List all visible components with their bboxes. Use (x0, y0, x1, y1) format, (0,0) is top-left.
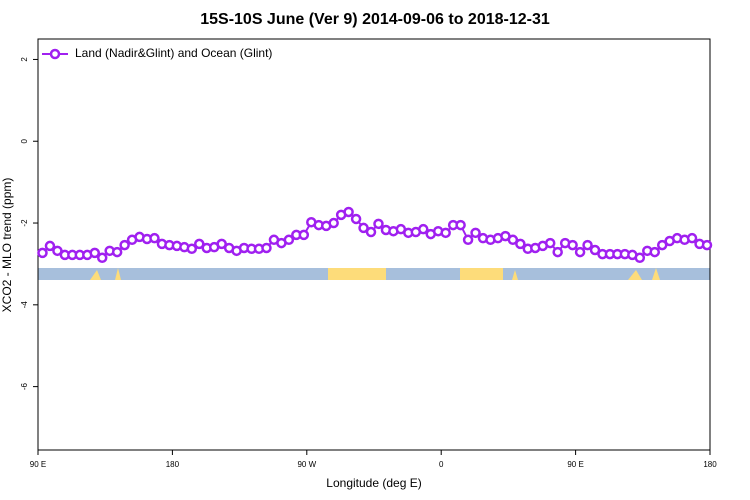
x-tick-label: 90 E (30, 460, 46, 469)
y-tick-label: -2 (20, 219, 29, 227)
y-tick-label: -6 (20, 383, 29, 391)
data-point (552, 246, 563, 258)
x-axis-label: Longitude (deg E) (326, 476, 421, 490)
data-point (358, 222, 369, 234)
data-point (418, 223, 429, 235)
data-point (634, 252, 646, 264)
data-point (462, 234, 474, 246)
x-tick-label: 90 W (297, 460, 316, 469)
data-point (44, 240, 56, 252)
data-point (96, 252, 108, 264)
land-band (512, 270, 518, 280)
data-point (567, 239, 578, 251)
x-tick-label: 180 (166, 460, 180, 469)
data-point (373, 218, 384, 230)
data-point (440, 227, 451, 239)
legend-marker (49, 48, 61, 60)
data-point (328, 217, 339, 229)
data-point (149, 232, 160, 244)
data-point (649, 246, 660, 258)
data-point (544, 237, 556, 249)
data-point (515, 238, 526, 250)
data-point (111, 246, 123, 258)
data-point (470, 227, 481, 239)
data-point (216, 238, 227, 250)
data-point (261, 242, 272, 254)
plot-frame (37, 38, 711, 451)
land-band (90, 270, 101, 280)
data-point (283, 234, 295, 246)
legend-label: Land (Nadir&Glint) and Ocean (Glint) (75, 46, 272, 60)
land-band (628, 270, 642, 280)
data-point (589, 244, 601, 256)
x-tick-label: 180 (703, 460, 717, 469)
data-point (194, 238, 205, 250)
data-point (89, 247, 100, 259)
y-axis-label: XCO2 - MLO trend (ppm) (0, 178, 14, 313)
data-point (701, 239, 713, 251)
land-band (328, 268, 386, 280)
data-point (656, 239, 668, 251)
data-point (298, 229, 310, 241)
land-ocean-strip (38, 268, 710, 280)
data-point (37, 247, 48, 259)
data-point (343, 206, 354, 218)
land-band (460, 268, 503, 280)
chart-title: 15S-10S June (Ver 9) 2014-09-06 to 2018-… (200, 11, 550, 28)
x-tick-label: 0 (439, 460, 444, 469)
data-point (186, 243, 198, 255)
y-tick-label: 2 (20, 57, 29, 62)
data-point (582, 239, 593, 251)
data-point (365, 226, 377, 238)
data-point (52, 245, 63, 257)
data-point (350, 213, 362, 225)
land-band (115, 268, 121, 280)
y-tick-label: 0 (20, 138, 29, 143)
y-tick-label: -4 (20, 301, 29, 309)
data-point (455, 219, 466, 231)
land-band (652, 268, 660, 280)
data-point (574, 246, 586, 258)
data-point (119, 239, 130, 251)
data-point (686, 232, 698, 244)
x-tick-label: 90 E (567, 460, 583, 469)
data-point (507, 234, 519, 246)
